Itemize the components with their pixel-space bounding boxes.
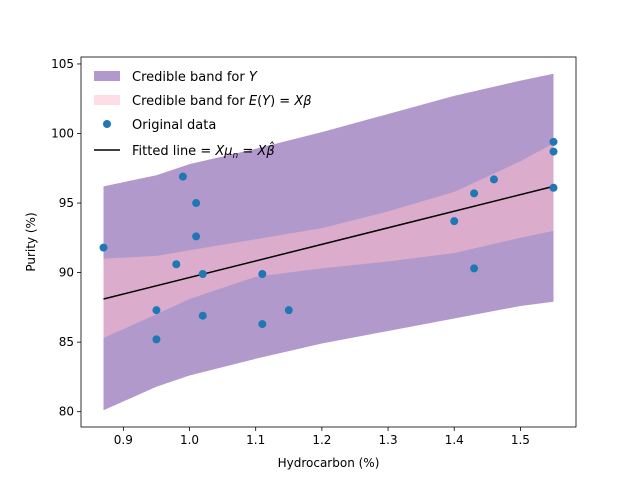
data-point [178,172,187,181]
data-point [549,147,558,156]
data-point [172,260,181,269]
axes-frame [80,56,577,428]
data-point [258,320,267,329]
legend-label-band-mean: Credible band for E(Y) = Xβ [132,94,312,109]
legend-swatch-band-y [94,71,120,81]
data-point [489,175,498,184]
x-tick-label: 0.9 [114,433,133,447]
data-point [450,217,459,226]
x-axis-ticks: 0.9 1.0 1.1 1.2 1.3 1.4 1.5 [114,427,530,447]
plot-area [99,73,558,411]
x-tick-label: 1.5 [511,433,530,447]
legend-swatch-band-mean [94,95,120,105]
legend-label-band-y: Credible band for Y [132,70,258,85]
data-points [99,137,558,344]
data-point [192,199,201,208]
x-axis-label: Hydrocarbon (%) [278,456,380,470]
legend-label-line: Fitted line = Xμn = Xβ̂ [132,142,275,161]
data-point [198,269,207,278]
y-tick-label: 105 [51,57,74,71]
fitted-line [103,185,554,300]
x-tick-label: 1.1 [246,433,265,447]
data-point [152,306,161,315]
data-point [549,137,558,146]
x-tick-label: 1.4 [445,433,464,447]
y-tick-label: 95 [59,196,74,210]
data-point [152,335,161,344]
y-tick-label: 85 [59,335,74,349]
data-point [549,183,558,192]
data-point [258,269,267,278]
y-tick-label: 100 [51,127,74,141]
data-point [284,306,293,315]
data-point [198,311,207,320]
x-tick-label: 1.0 [180,433,199,447]
y-tick-label: 80 [59,405,74,419]
y-axis-ticks: 80 85 90 95 100 105 [51,57,81,419]
data-point [192,232,201,241]
data-point [99,243,108,252]
y-tick-label: 90 [59,266,74,280]
data-point [470,264,479,273]
legend: Credible band for Y Credible band for E(… [94,70,312,161]
credible-band-mean [103,143,554,338]
legend-label-points: Original data [132,118,216,133]
x-tick-label: 1.3 [379,433,398,447]
y-axis-label: Purity (%) [24,212,38,271]
x-tick-label: 1.2 [312,433,331,447]
legend-swatch-points [103,120,111,128]
data-point [470,189,479,198]
